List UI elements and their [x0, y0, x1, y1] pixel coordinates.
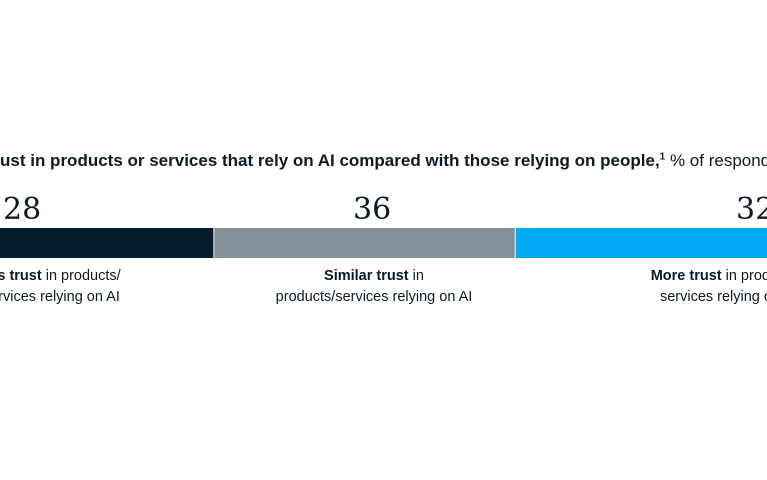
- label-similar-trust-line2: products/services relying on AI: [275, 289, 473, 305]
- title-unit: % of responden: [669, 151, 767, 170]
- bar-similar-trust: [214, 228, 515, 258]
- label-more-trust: More trust in product services relying o…: [600, 266, 767, 308]
- label-more-trust-rest: in product: [725, 268, 767, 284]
- label-less-trust-bold: ss trust: [0, 268, 42, 284]
- label-less-trust-rest: in products/: [41, 268, 121, 284]
- label-less-trust: ss trust in products/ ervices relying on…: [0, 266, 175, 308]
- title-footnote: 1: [659, 151, 666, 163]
- label-similar-trust-rest: in: [408, 268, 424, 284]
- label-more-trust-bold: More trust: [650, 268, 722, 284]
- value-label-more-trust: 32: [736, 192, 767, 227]
- value-label-similar-trust: 36: [353, 192, 391, 227]
- label-similar-trust: Similar trust in products/services relyi…: [254, 266, 494, 308]
- title-main: ust in products or services that rely on…: [0, 151, 660, 170]
- value-label-less-trust: 28: [3, 192, 41, 227]
- label-less-trust-line2: ervices relying on AI: [0, 289, 120, 305]
- label-more-trust-line2: services relying on: [659, 289, 767, 305]
- chart-title: ust in products or services that rely on…: [0, 150, 767, 172]
- label-similar-trust-bold: Similar trust: [324, 268, 409, 284]
- bar-less-trust: [0, 228, 214, 258]
- bar-more-trust: [515, 228, 767, 258]
